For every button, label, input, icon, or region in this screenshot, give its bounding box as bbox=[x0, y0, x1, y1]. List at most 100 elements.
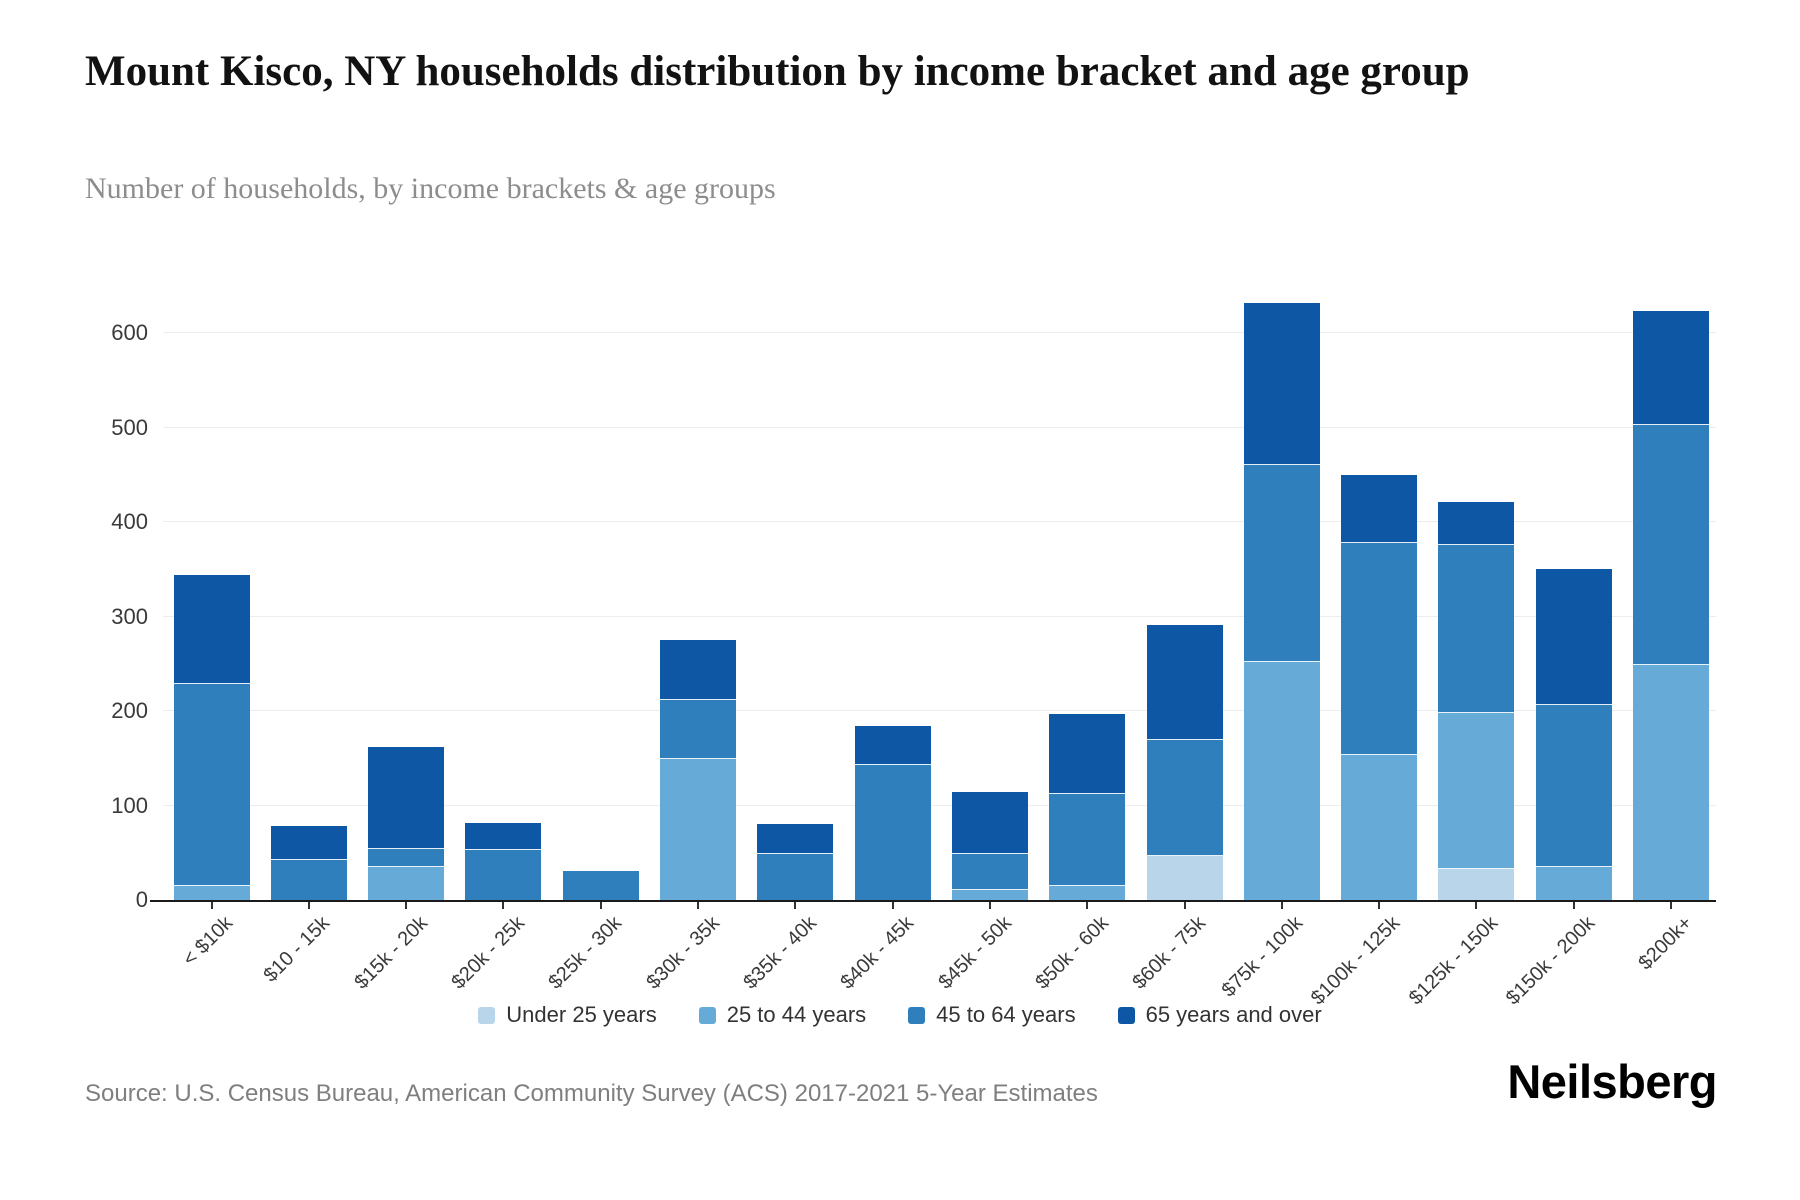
bar-12-$75k - 100k bbox=[1243, 253, 1320, 900]
bar-9-$45k - 50k bbox=[951, 253, 1028, 900]
segment-45-to-64-years[interactable] bbox=[368, 849, 445, 867]
segment-25-to-44-years[interactable] bbox=[660, 759, 736, 900]
segment-65-years-and-over[interactable] bbox=[1243, 303, 1320, 465]
segment-65-years-and-over[interactable] bbox=[368, 747, 445, 849]
x-axis-label-9: $45k - 50k bbox=[933, 912, 1016, 994]
segment-45-to-64-years[interactable] bbox=[1535, 705, 1612, 867]
segment-65-years-and-over[interactable] bbox=[270, 826, 347, 861]
segment-65-years-and-over[interactable] bbox=[465, 822, 542, 850]
segment-65-years-and-over[interactable] bbox=[1535, 569, 1612, 706]
x-tick-13 bbox=[1378, 902, 1381, 909]
segment-45-to-64-years[interactable] bbox=[660, 699, 736, 760]
segment-45-to-64-years[interactable] bbox=[562, 870, 639, 900]
gridline-600 bbox=[163, 332, 1716, 334]
segment-65-years-and-over[interactable] bbox=[951, 792, 1028, 854]
segment-25-to-44-years[interactable] bbox=[1438, 713, 1515, 869]
x-tick-12 bbox=[1280, 902, 1283, 909]
segment-65-years-and-over[interactable] bbox=[660, 640, 736, 700]
legend-item-4[interactable]: 65 years and over bbox=[1117, 1002, 1322, 1028]
segment-45-to-64-years[interactable] bbox=[173, 683, 250, 886]
x-axis-label-10: $50k - 60k bbox=[1031, 912, 1113, 994]
x-axis-label-15: $150k - 200k bbox=[1501, 912, 1600, 1010]
x-axis-label-12: $75k - 100k bbox=[1217, 912, 1308, 1002]
segment-45-to-64-years[interactable] bbox=[1243, 464, 1320, 662]
x-axis-label-3: $15k - 20k bbox=[350, 912, 432, 994]
x-tick-11 bbox=[1183, 902, 1186, 909]
x-tick-16 bbox=[1670, 902, 1672, 909]
legend-swatch-4 bbox=[1117, 1006, 1135, 1024]
legend-swatch-1 bbox=[478, 1006, 496, 1024]
bar-2-$10 - 15k bbox=[270, 253, 347, 900]
legend-item-1[interactable]: Under 25 years bbox=[478, 1002, 657, 1028]
y-axis-label-600: 600 bbox=[111, 320, 148, 346]
gridline-100 bbox=[163, 804, 1716, 806]
x-tick-4 bbox=[502, 902, 505, 909]
segment-65-years-and-over[interactable] bbox=[1049, 713, 1126, 795]
segment-45-to-64-years[interactable] bbox=[1146, 740, 1223, 856]
bar-1-< $10k bbox=[173, 253, 250, 900]
segment-65-years-and-over[interactable] bbox=[1438, 502, 1515, 545]
segment-45-to-64-years[interactable] bbox=[465, 849, 542, 900]
bar-6-$30k - 35k bbox=[660, 253, 736, 900]
x-axis-label-4: $20k - 25k bbox=[447, 912, 529, 994]
segment-65-years-and-over[interactable] bbox=[1633, 310, 1709, 425]
bar-7-$35k - 40k bbox=[757, 253, 834, 900]
segment-25-to-44-years[interactable] bbox=[1633, 664, 1709, 900]
x-axis-label-2: $10 - 15k bbox=[259, 912, 335, 987]
segment-25-to-44-years[interactable] bbox=[951, 889, 1028, 900]
y-axis-label-0: 0 bbox=[135, 887, 148, 912]
segment-45-to-64-years[interactable] bbox=[270, 860, 347, 900]
segment-25-to-44-years[interactable] bbox=[1049, 885, 1126, 900]
segment-45-to-64-years[interactable] bbox=[951, 853, 1028, 890]
segment-under-25-years[interactable] bbox=[1438, 868, 1515, 900]
bar-16-$200k+ bbox=[1633, 253, 1709, 900]
x-axis-label-7: $35k - 40k bbox=[739, 912, 821, 994]
segment-65-years-and-over[interactable] bbox=[1341, 474, 1418, 543]
segment-45-to-64-years[interactable] bbox=[854, 764, 931, 900]
segment-45-to-64-years[interactable] bbox=[1633, 424, 1709, 665]
segment-65-years-and-over[interactable] bbox=[173, 575, 250, 684]
x-tick-7 bbox=[794, 902, 797, 909]
y-axis-label-200: 200 bbox=[111, 698, 148, 724]
x-tick-9 bbox=[988, 902, 991, 909]
bar-4-$20k - 25k bbox=[465, 253, 542, 900]
x-axis-label-5: $25k - 30k bbox=[544, 912, 627, 994]
chart-subtitle: Number of households, by income brackets… bbox=[85, 172, 776, 205]
segment-25-to-44-years[interactable] bbox=[1341, 754, 1418, 900]
segment-25-to-44-years[interactable] bbox=[1535, 866, 1612, 900]
bar-15-$150k - 200k bbox=[1535, 253, 1612, 900]
segment-45-to-64-years[interactable] bbox=[757, 853, 834, 900]
bar-14-$125k - 150k bbox=[1438, 253, 1515, 900]
legend-label-2: 25 to 44 years bbox=[726, 1002, 867, 1027]
y-axis-label-300: 300 bbox=[111, 603, 148, 629]
segment-25-to-44-years[interactable] bbox=[173, 885, 250, 900]
segment-25-to-44-years[interactable] bbox=[368, 866, 445, 900]
legend-item-3[interactable]: 45 to 64 years bbox=[908, 1002, 1076, 1028]
source-note: Source: U.S. Census Bureau, American Com… bbox=[85, 1080, 1098, 1107]
segment-45-to-64-years[interactable] bbox=[1049, 794, 1126, 886]
legend: Under 25 years 25 to 44 years 45 to 64 yea… bbox=[0, 1002, 1800, 1028]
x-tick-6 bbox=[697, 902, 699, 909]
segment-65-years-and-over[interactable] bbox=[1146, 625, 1223, 741]
segment-65-years-and-over[interactable] bbox=[854, 726, 931, 765]
bar-13-$100k - 125k bbox=[1341, 253, 1418, 900]
segment-under-25-years[interactable] bbox=[1146, 855, 1223, 900]
x-axis-label-8: $40k - 45k bbox=[836, 912, 919, 994]
neilsberg-logo: Neilsberg bbox=[1507, 1055, 1717, 1108]
gridline-500 bbox=[163, 426, 1716, 428]
segment-25-to-44-years[interactable] bbox=[1243, 661, 1320, 900]
x-axis-label-14: $125k - 150k bbox=[1404, 912, 1502, 1010]
x-axis-label-13: $100k - 125k bbox=[1307, 912, 1405, 1010]
segment-45-to-64-years[interactable] bbox=[1341, 542, 1418, 755]
x-axis-label-16: $200k+ bbox=[1634, 912, 1697, 975]
legend-swatch-2 bbox=[698, 1006, 716, 1024]
segment-65-years-and-over[interactable] bbox=[757, 824, 834, 854]
legend-label-1: Under 25 years bbox=[506, 1002, 657, 1027]
y-axis-label-400: 400 bbox=[111, 509, 148, 535]
bar-8-$40k - 45k bbox=[854, 253, 931, 900]
legend-item-2[interactable]: 25 to 44 years bbox=[698, 1002, 867, 1028]
legend-label-4: 65 years and over bbox=[1145, 1002, 1322, 1027]
segment-45-to-64-years[interactable] bbox=[1438, 544, 1515, 713]
x-tick-3 bbox=[405, 902, 408, 909]
